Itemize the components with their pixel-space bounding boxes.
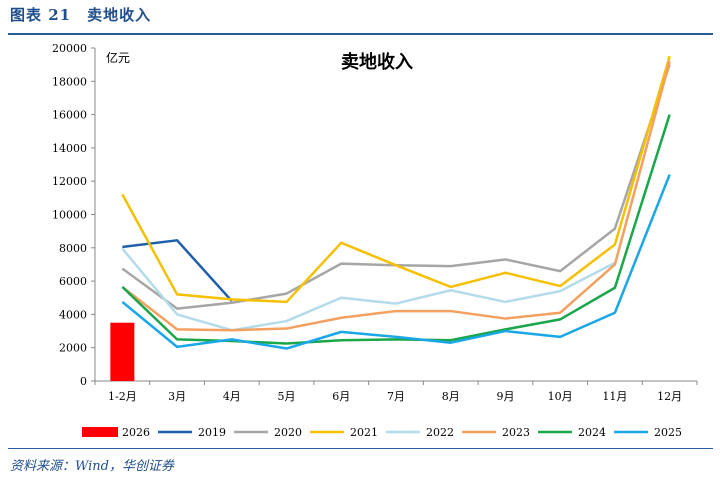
legend-label-2024: 2024 [578, 426, 606, 439]
y-tick-label: 0 [80, 375, 87, 388]
y-tick-label: 4000 [59, 308, 87, 321]
legend-label-2020: 2020 [274, 426, 302, 439]
source-note: 资料来源：Wind，华创证券 [10, 459, 174, 474]
top-rule [8, 33, 713, 35]
x-tick-label: 7月 [387, 390, 405, 403]
y-tick-label: 16000 [52, 109, 87, 122]
legend-label-2022: 2022 [426, 426, 454, 439]
y-tick-label: 10000 [52, 209, 87, 222]
bottom-rule [8, 448, 713, 449]
line-2021 [121, 55, 671, 304]
y-tick-label: 8000 [59, 242, 87, 255]
x-tick-label: 9月 [496, 390, 514, 403]
y-tick-label: 12000 [52, 175, 87, 188]
legend-swatch-2026 [82, 427, 118, 437]
legend-label-2026: 2026 [122, 426, 150, 439]
y-tick-label: 18000 [52, 75, 87, 88]
line-2025 [121, 174, 671, 350]
legend-label-2023: 2023 [502, 426, 530, 439]
x-tick-label: 1-2月 [108, 390, 137, 403]
chart-title: 卖地收入 [341, 51, 413, 73]
x-tick-label: 3月 [168, 390, 186, 403]
y-axis-unit: 亿元 [106, 50, 130, 65]
x-tick-label: 4月 [223, 390, 241, 403]
legend-label-2025: 2025 [654, 426, 682, 439]
y-tick-label: 2000 [59, 342, 87, 355]
bar-2026 [110, 322, 135, 381]
line-2023 [121, 60, 671, 332]
x-tick-label: 10月 [548, 390, 573, 403]
x-tick-label: 8月 [442, 390, 460, 403]
legend-label-2021: 2021 [350, 426, 378, 439]
line-2022 [121, 247, 616, 332]
figure-title: 图表 21 卖地收入 [10, 6, 152, 24]
x-tick-label: 12月 [657, 390, 682, 403]
y-tick-label: 6000 [59, 275, 87, 288]
legend-label-2019: 2019 [198, 426, 226, 439]
y-tick-label: 14000 [52, 142, 87, 155]
x-tick-label: 11月 [602, 390, 627, 403]
x-tick-label: 5月 [278, 390, 296, 403]
x-tick-label: 6月 [332, 390, 350, 403]
y-tick-label: 20000 [52, 42, 87, 55]
line-2019 [122, 239, 233, 302]
line-2024 [121, 114, 671, 345]
